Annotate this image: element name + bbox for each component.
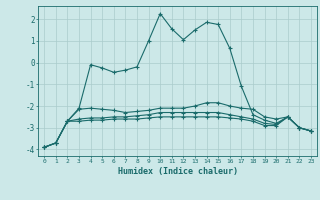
X-axis label: Humidex (Indice chaleur): Humidex (Indice chaleur) <box>118 167 238 176</box>
